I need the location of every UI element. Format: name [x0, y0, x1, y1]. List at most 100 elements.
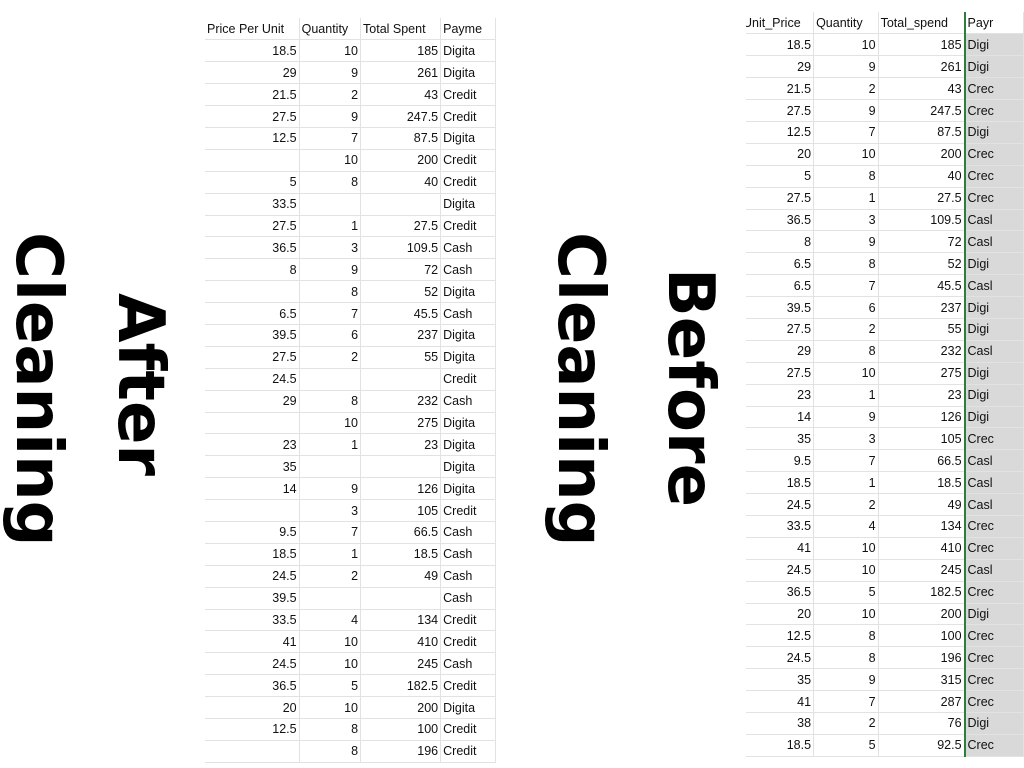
- total-cell[interactable]: 410: [360, 630, 442, 654]
- unit-price-cell[interactable]: 27.5: [205, 215, 300, 238]
- quantity-cell[interactable]: 9: [813, 230, 879, 254]
- payment-cell[interactable]: Casl: [963, 274, 1024, 298]
- payment-cell[interactable]: Digi: [963, 252, 1024, 276]
- unit-price-cell[interactable]: 39.5: [205, 587, 300, 610]
- payment-cell[interactable]: Casl: [963, 230, 1024, 254]
- payment-cell[interactable]: Cash: [440, 543, 496, 566]
- unit-price-cell[interactable]: 36.5: [746, 209, 815, 232]
- unit-price-cell[interactable]: 14: [746, 406, 815, 429]
- payment-cell[interactable]: Casl: [963, 559, 1024, 582]
- total-cell[interactable]: 245: [360, 652, 442, 676]
- total-cell[interactable]: 23: [360, 433, 442, 457]
- quantity-cell[interactable]: 4: [813, 515, 879, 538]
- total-cell[interactable]: 52: [360, 280, 442, 304]
- total-cell[interactable]: 410: [878, 537, 966, 560]
- total-cell[interactable]: 134: [878, 515, 966, 538]
- quantity-cell[interactable]: 7: [299, 127, 362, 150]
- payment-cell[interactable]: Digi: [963, 406, 1024, 429]
- payment-cell[interactable]: Digi: [963, 603, 1024, 626]
- unit-price-cell[interactable]: 27.5: [205, 346, 300, 369]
- unit-price-cell[interactable]: 23: [746, 384, 815, 407]
- payment-cell[interactable]: Digi: [963, 33, 1024, 57]
- unit-price-cell[interactable]: 41: [746, 537, 815, 560]
- unit-price-cell[interactable]: 9.5: [205, 521, 300, 544]
- payment-cell[interactable]: Cash: [440, 302, 496, 325]
- payment-cell[interactable]: Credit: [440, 83, 496, 107]
- quantity-cell[interactable]: 10: [299, 696, 362, 719]
- payment-cell[interactable]: Crec: [963, 143, 1024, 166]
- unit-price-cell[interactable]: 24.5: [205, 368, 300, 391]
- payment-cell[interactable]: Digi: [963, 296, 1024, 319]
- payment-cell[interactable]: Credit: [440, 674, 496, 698]
- header-quantity[interactable]: Quantity: [299, 18, 362, 41]
- quantity-cell[interactable]: 10: [813, 362, 879, 385]
- total-cell[interactable]: 200: [360, 696, 442, 719]
- payment-cell[interactable]: Credit: [440, 718, 496, 741]
- total-cell[interactable]: 40: [878, 165, 966, 188]
- total-cell[interactable]: 72: [878, 230, 966, 254]
- quantity-cell[interactable]: 1: [299, 543, 362, 566]
- unit-price-cell[interactable]: 27.5: [746, 318, 815, 341]
- quantity-cell[interactable]: 9: [813, 668, 879, 692]
- unit-price-cell[interactable]: 12.5: [746, 624, 815, 648]
- unit-price-cell[interactable]: [205, 149, 300, 172]
- payment-cell[interactable]: Credit: [440, 171, 496, 194]
- quantity-cell[interactable]: 3: [813, 209, 879, 232]
- payment-cell[interactable]: Digi: [963, 712, 1024, 735]
- unit-price-cell[interactable]: 12.5: [205, 127, 300, 150]
- unit-price-cell[interactable]: 27.5: [205, 105, 300, 128]
- quantity-cell[interactable]: 8: [299, 280, 362, 304]
- quantity-cell[interactable]: 2: [813, 493, 879, 516]
- total-cell[interactable]: 52: [878, 252, 966, 276]
- payment-cell[interactable]: Crec: [963, 537, 1024, 560]
- total-cell[interactable]: 261: [360, 61, 442, 85]
- total-cell[interactable]: 105: [360, 499, 442, 522]
- unit-price-cell[interactable]: 20: [205, 696, 300, 719]
- payment-cell[interactable]: Casl: [963, 340, 1024, 363]
- payment-cell[interactable]: Cash: [440, 587, 496, 610]
- payment-cell[interactable]: Digi: [963, 362, 1024, 385]
- unit-price-cell[interactable]: 9.5: [746, 449, 815, 473]
- quantity-cell[interactable]: 9: [813, 406, 879, 429]
- quantity-cell[interactable]: 9: [813, 55, 879, 79]
- quantity-cell[interactable]: 5: [299, 674, 362, 698]
- quantity-cell[interactable]: 1: [813, 471, 879, 495]
- payment-cell[interactable]: Credit: [440, 499, 496, 522]
- unit-price-cell[interactable]: 23: [205, 433, 300, 457]
- total-cell[interactable]: 261: [878, 55, 966, 79]
- payment-cell[interactable]: Crec: [963, 624, 1024, 648]
- unit-price-cell[interactable]: 18.5: [205, 543, 300, 566]
- quantity-cell[interactable]: 2: [299, 83, 362, 107]
- quantity-cell[interactable]: 2: [299, 346, 362, 369]
- total-cell[interactable]: 232: [360, 390, 442, 413]
- total-cell[interactable]: 245: [878, 559, 966, 582]
- unit-price-cell[interactable]: 6.5: [205, 302, 300, 325]
- unit-price-cell[interactable]: 29: [746, 55, 815, 79]
- total-cell[interactable]: 23: [878, 384, 966, 407]
- unit-price-cell[interactable]: 35: [746, 668, 815, 692]
- total-cell[interactable]: 275: [878, 362, 966, 385]
- quantity-cell[interactable]: 3: [299, 499, 362, 522]
- total-cell[interactable]: 200: [360, 149, 442, 172]
- quantity-cell[interactable]: 1: [299, 215, 362, 238]
- total-cell[interactable]: 200: [878, 603, 966, 626]
- total-cell[interactable]: 49: [878, 493, 966, 516]
- total-cell[interactable]: 232: [878, 340, 966, 363]
- payment-cell[interactable]: Digi: [963, 55, 1024, 79]
- unit-price-cell[interactable]: 29: [746, 340, 815, 363]
- unit-price-cell[interactable]: 18.5: [746, 471, 815, 495]
- unit-price-cell[interactable]: 20: [746, 603, 815, 626]
- unit-price-cell[interactable]: 5: [205, 171, 300, 194]
- quantity-cell[interactable]: [299, 193, 362, 216]
- total-cell[interactable]: 126: [360, 477, 442, 501]
- payment-cell[interactable]: Digita: [440, 455, 496, 479]
- unit-price-cell[interactable]: 33.5: [746, 515, 815, 538]
- total-cell[interactable]: 76: [878, 712, 966, 735]
- payment-cell[interactable]: Casl: [963, 493, 1024, 516]
- payment-cell[interactable]: Crec: [963, 427, 1024, 451]
- total-cell[interactable]: 126: [878, 406, 966, 429]
- unit-price-cell[interactable]: 41: [205, 630, 300, 654]
- payment-cell[interactable]: Crec: [963, 515, 1024, 538]
- quantity-cell[interactable]: 5: [813, 581, 879, 604]
- unit-price-cell[interactable]: 8: [746, 230, 815, 254]
